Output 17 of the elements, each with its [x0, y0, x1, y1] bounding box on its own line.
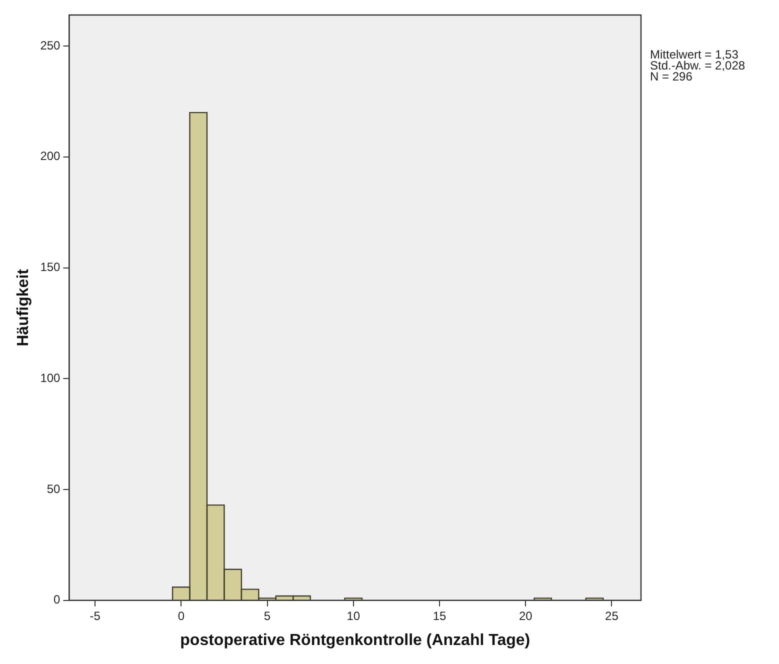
x-tick-label: 5 [264, 608, 271, 623]
y-tick-label: 0 [54, 592, 61, 607]
y-tick-label: 100 [40, 370, 61, 385]
text: N = 296 [650, 69, 693, 84]
y-tick-label: 150 [40, 260, 61, 274]
x-tick-label: 25 [605, 608, 619, 623]
y-tick-label: 50 [46, 482, 61, 496]
y-tick-label: 200 [40, 149, 61, 164]
text: Mittelwert = 1,53 [650, 47, 739, 62]
y-tick-label: 250 [40, 38, 61, 52]
x-tick-label: -5 [90, 608, 101, 623]
x-tick-label: 20 [518, 608, 533, 623]
x-tick-label: 0 [178, 608, 185, 623]
x-axis-title: postoperative Röntgenkontrolle (Anzahl Tage) [180, 632, 530, 649]
x-tick-label: 15 [432, 608, 446, 623]
y-axis-title: Häufigkeit [15, 268, 32, 346]
x-tick-label: 10 [346, 608, 360, 623]
